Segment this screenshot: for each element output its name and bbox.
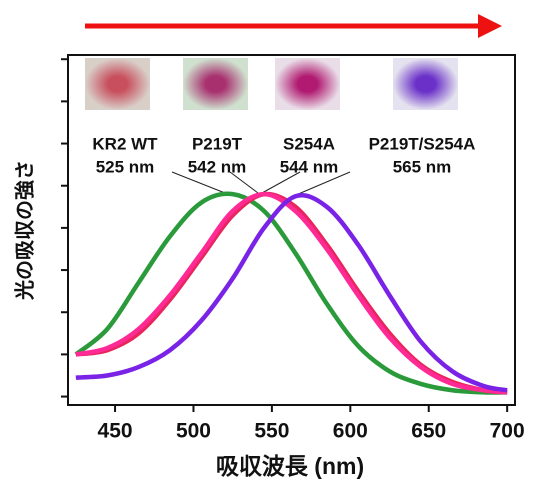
- annotation: 542 nm: [188, 157, 247, 176]
- x-tick-label: 700: [490, 420, 525, 443]
- x-tick-label: 450: [98, 420, 133, 443]
- annotation: P219T: [192, 134, 243, 153]
- x-tick-label: 600: [333, 420, 368, 443]
- annotation: 544 nm: [280, 157, 339, 176]
- y-axis-label: 光の吸収の強さ: [13, 160, 36, 301]
- x-axis-label: 吸収波長 (nm): [216, 453, 364, 479]
- x-tick-label: 650: [411, 420, 446, 443]
- plot-frame: [67, 54, 516, 406]
- x-tick-label: 550: [254, 420, 289, 443]
- spectrum-line: [74, 191, 508, 395]
- x-tick-label: 500: [176, 420, 211, 443]
- annotation: P219T/S254A: [369, 134, 476, 153]
- spectrum-line: [75, 193, 508, 393]
- arrow-head: [478, 14, 502, 38]
- annotation: S254A: [283, 134, 335, 153]
- sample-photo: [183, 58, 248, 110]
- spectrum-line: [75, 191, 508, 395]
- sample-photo: [393, 58, 458, 110]
- sample-photo: [275, 58, 340, 110]
- annotation: KR2 WT: [92, 134, 158, 153]
- leader-lines: [171, 171, 351, 196]
- sample-photo: [85, 58, 150, 110]
- annotation: 565 nm: [393, 157, 452, 176]
- annotation: 525 nm: [96, 157, 155, 176]
